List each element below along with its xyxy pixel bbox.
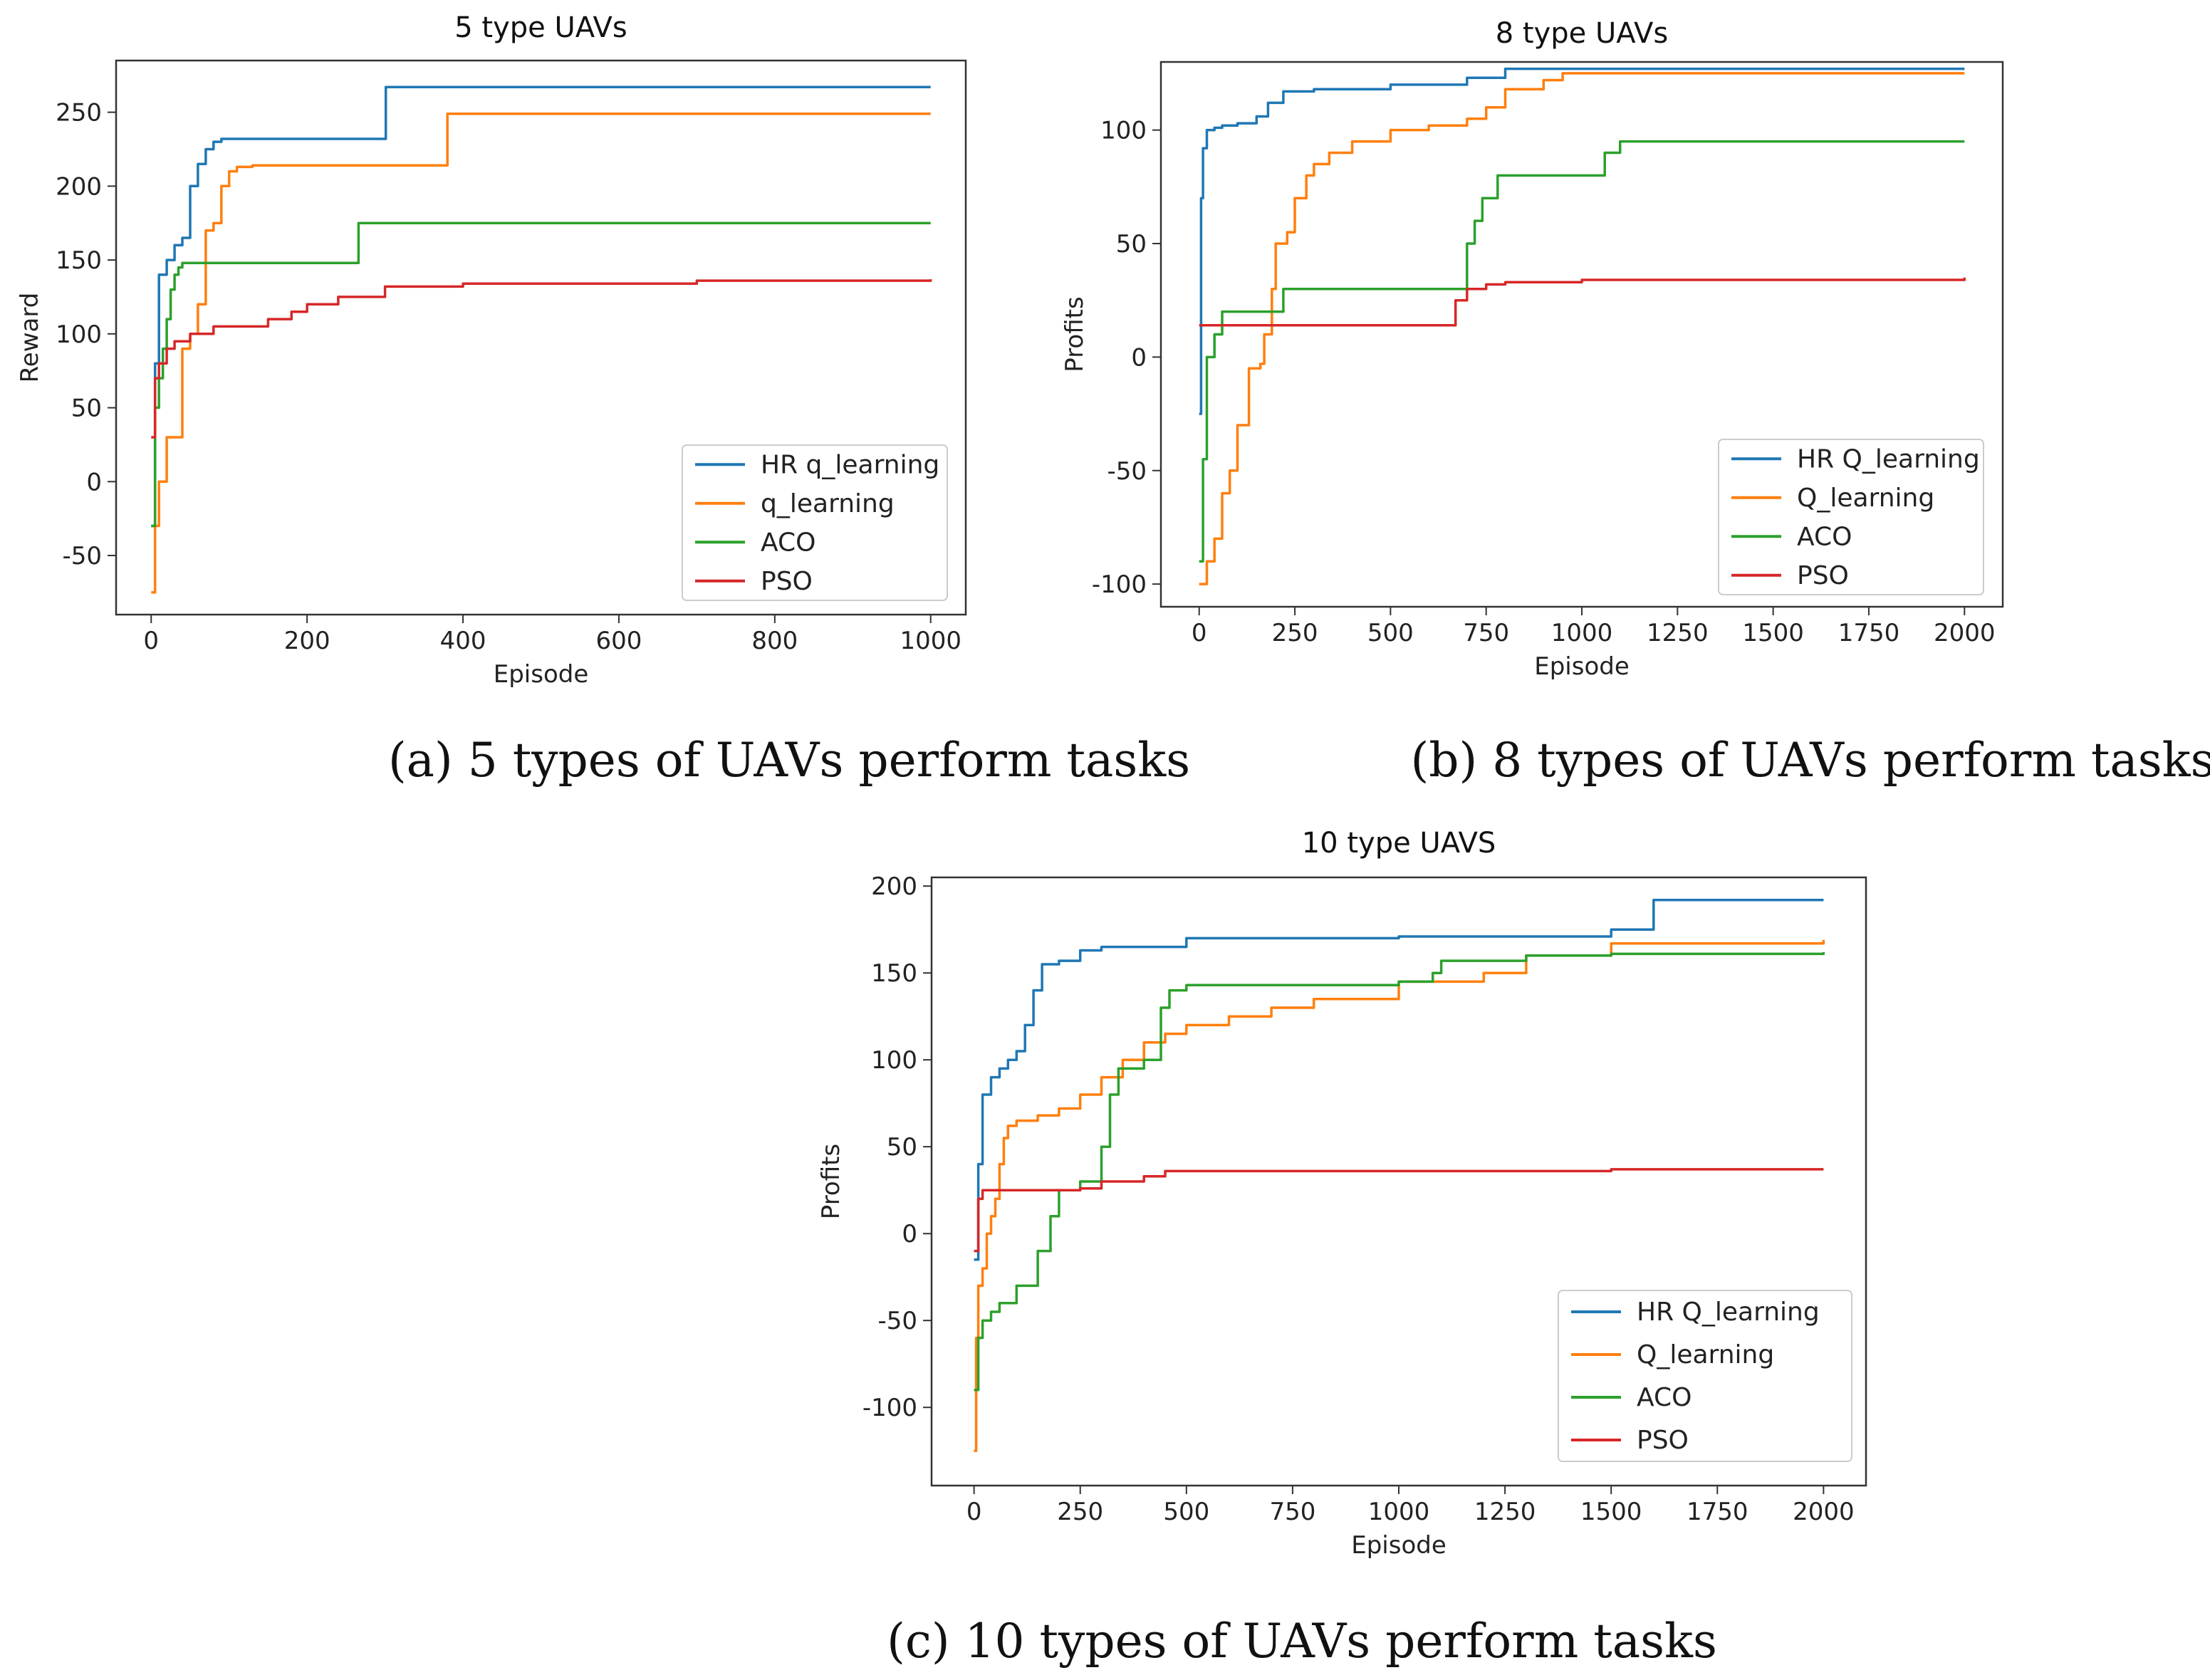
x-axis-label: Episode (494, 660, 589, 689)
series-line-hr-q-learning (1199, 67, 1965, 415)
x-tick-label: 1000 (900, 627, 961, 655)
legend-box (682, 444, 948, 601)
chart-title: 8 type UAVs (1496, 17, 1669, 50)
y-tick-label: 50 (887, 1133, 917, 1162)
x-tick-label: 1250 (1474, 1498, 1536, 1526)
x-tick-label: 1500 (1742, 619, 1804, 647)
x-tick-label: 250 (1057, 1498, 1103, 1526)
legend-label: Q_learning (1797, 484, 1934, 513)
x-axis-label: Episode (1351, 1531, 1447, 1560)
series-line-pso (974, 1168, 1824, 1253)
plot-frame (930, 876, 1867, 1487)
legend-label: PSO (1637, 1426, 1689, 1455)
y-tick-label: 0 (1131, 343, 1147, 372)
legend-label: ACO (761, 528, 815, 557)
y-tick-label: 150 (56, 246, 102, 275)
legend-label: q_learning (761, 489, 895, 518)
y-tick-label: 250 (56, 99, 102, 127)
x-tick-label: 2000 (1934, 619, 1996, 647)
y-tick-label: -50 (1107, 457, 1147, 486)
y-tick-label: 0 (902, 1220, 917, 1248)
x-tick-label: 200 (284, 627, 330, 655)
y-tick-label: -100 (1092, 570, 1147, 599)
y-tick-label: -100 (862, 1394, 917, 1422)
x-tick-label: 800 (751, 627, 798, 655)
x-tick-label: 500 (1163, 1498, 1209, 1526)
x-tick-label: 750 (1269, 1498, 1315, 1526)
legend-label: ACO (1637, 1383, 1692, 1412)
series-line-aco (974, 951, 1825, 1392)
plot-frame (1159, 61, 2004, 608)
y-tick-label: 100 (56, 320, 102, 349)
y-tick-label: 0 (86, 468, 102, 496)
y-axis-label: Reward (16, 293, 44, 383)
series-line-q-learning (1199, 72, 1965, 585)
legend-label: Q_learning (1637, 1340, 1774, 1369)
x-tick-label: 0 (966, 1498, 982, 1526)
series-line-hr-q-learning (151, 85, 931, 528)
y-tick-label: 50 (71, 395, 102, 423)
y-tick-label: 150 (871, 959, 917, 988)
y-tick-label: -50 (877, 1307, 917, 1335)
series-line-q-learning (974, 939, 1825, 1452)
series-line-aco (151, 221, 931, 528)
x-axis-label: Episode (1534, 652, 1630, 681)
x-tick-label: 750 (1463, 619, 1509, 647)
legend-box (1558, 1290, 1852, 1462)
legend-label: HR q_learning (761, 450, 939, 479)
y-tick-label: 50 (1116, 230, 1147, 259)
series-line-pso (151, 279, 932, 439)
legend-label: PSO (1797, 561, 1849, 590)
figure-caption: (a) 5 types of UAVs perform tasks (388, 733, 1190, 788)
x-tick-label: 400 (440, 627, 486, 655)
x-tick-label: 500 (1367, 619, 1414, 647)
plot-frame (115, 59, 967, 616)
x-tick-label: 2000 (1793, 1498, 1855, 1526)
chart-title: 5 type UAVs (454, 11, 627, 44)
x-tick-label: 1750 (1838, 619, 1900, 647)
x-tick-label: 1000 (1368, 1498, 1430, 1526)
y-axis-label: Profits (1060, 296, 1089, 372)
x-tick-label: 600 (595, 627, 642, 655)
x-tick-label: 0 (143, 627, 159, 655)
x-tick-label: 1500 (1580, 1498, 1642, 1526)
x-tick-label: 0 (1192, 619, 1207, 647)
legend-label: PSO (761, 567, 813, 596)
x-tick-label: 1750 (1687, 1498, 1748, 1526)
chart-title: 10 type UAVS (1302, 827, 1496, 860)
legend-label: HR Q_learning (1797, 444, 1980, 474)
series-line-q-learning (151, 112, 931, 594)
figure-caption: (b) 8 types of UAVs perform tasks (1410, 733, 2210, 788)
y-tick-label: 200 (871, 872, 917, 901)
legend-box (1718, 439, 1984, 595)
x-tick-label: 250 (1272, 619, 1318, 647)
y-axis-label: Profits (817, 1144, 845, 1219)
y-tick-label: 200 (56, 172, 102, 201)
x-tick-label: 1000 (1551, 619, 1613, 647)
x-tick-label: 1250 (1647, 619, 1709, 647)
y-tick-label: 100 (1100, 117, 1147, 145)
legend-label: HR Q_learning (1637, 1298, 1820, 1327)
figure-caption: (c) 10 types of UAVs perform tasks (887, 1614, 1717, 1669)
y-tick-label: -50 (62, 542, 102, 570)
series-line-pso (1199, 277, 1966, 327)
legend-label: ACO (1797, 522, 1852, 551)
y-tick-label: 100 (871, 1046, 917, 1075)
series-line-hr-q-learning (974, 898, 1824, 1261)
